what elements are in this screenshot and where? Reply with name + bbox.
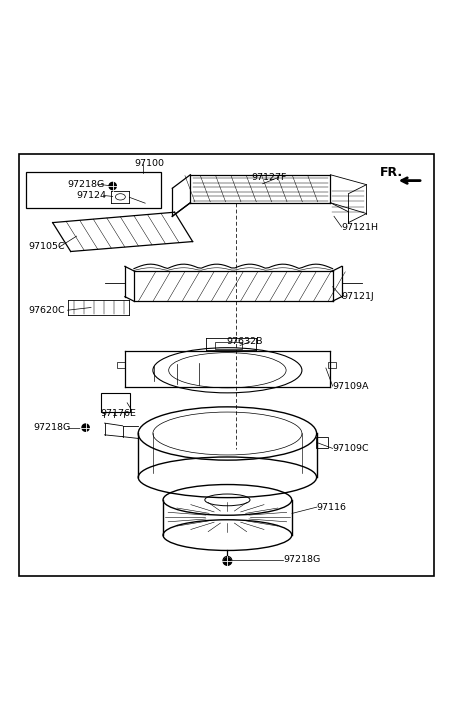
Text: 97176E: 97176E — [100, 409, 136, 418]
Circle shape — [224, 558, 231, 565]
Text: 97116: 97116 — [317, 502, 347, 512]
Text: 97218G: 97218G — [283, 555, 320, 564]
Text: 97218G: 97218G — [67, 180, 105, 189]
Text: 97121H: 97121H — [342, 222, 379, 232]
Bar — [25, 172, 161, 208]
Text: 97121J: 97121J — [342, 292, 375, 301]
Circle shape — [82, 424, 89, 431]
Text: 97620C: 97620C — [29, 306, 65, 315]
Text: 97100: 97100 — [134, 159, 164, 169]
Text: 97109C: 97109C — [333, 444, 369, 453]
Bar — [328, 362, 336, 368]
Bar — [101, 393, 130, 412]
Text: 97109A: 97109A — [333, 382, 369, 390]
Bar — [117, 362, 125, 368]
Circle shape — [109, 182, 116, 190]
Text: 97124: 97124 — [77, 191, 106, 200]
Bar — [215, 342, 242, 349]
Text: 97127F: 97127F — [251, 173, 287, 182]
Text: 97218G: 97218G — [33, 423, 71, 432]
Text: 97105C: 97105C — [29, 243, 65, 252]
Text: 97632B: 97632B — [226, 337, 263, 346]
Text: FR.: FR. — [380, 166, 403, 180]
Bar — [316, 437, 328, 449]
